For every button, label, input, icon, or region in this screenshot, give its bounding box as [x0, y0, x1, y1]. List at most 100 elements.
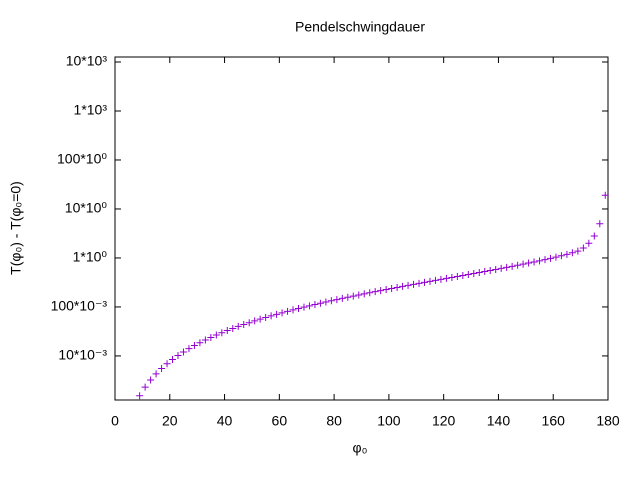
y-axis-label: T(φ₀) - T(φ₀=0) [8, 181, 24, 275]
data-point [519, 260, 527, 268]
data-point [442, 274, 450, 282]
x-tick-label: 100 [377, 413, 401, 429]
data-point [590, 232, 598, 240]
data-point [327, 297, 335, 305]
data-point [311, 301, 319, 309]
data-point [141, 383, 149, 391]
data-point [240, 321, 248, 329]
data-point [136, 392, 144, 400]
data-point [333, 296, 341, 304]
chart-title: Pendelschwingdauer [295, 19, 425, 35]
data-point [349, 292, 357, 300]
data-point [316, 299, 324, 307]
data-point [262, 314, 270, 322]
data-point [388, 284, 396, 292]
data-point [251, 317, 259, 325]
data-point [300, 303, 308, 311]
data-point [470, 269, 478, 277]
data-point [207, 333, 215, 341]
data-point [273, 310, 281, 318]
y-tick-label: 1*10³ [74, 102, 108, 118]
data-point [536, 257, 544, 265]
x-tick-label: 120 [432, 413, 456, 429]
data-point [399, 282, 407, 290]
y-tick-label: 100*10⁻³ [51, 298, 108, 314]
data-point [437, 275, 445, 283]
data-point [459, 271, 467, 279]
x-axis-label: φ₀ [353, 440, 368, 456]
x-tick-label: 0 [111, 413, 119, 429]
data-point [525, 259, 533, 267]
data-point [541, 256, 549, 264]
data-point [212, 331, 220, 339]
data-point [563, 250, 571, 258]
data-point [448, 273, 456, 281]
data-point [508, 262, 516, 270]
data-point [360, 290, 368, 298]
data-point [284, 307, 292, 315]
x-tick-label: 140 [487, 413, 511, 429]
data-point [218, 329, 226, 337]
data-point [426, 277, 434, 285]
x-tick-label: 160 [542, 413, 566, 429]
data-point [355, 291, 363, 299]
data-point [377, 287, 385, 295]
data-point [223, 327, 231, 335]
data-point [295, 305, 303, 313]
data-point [158, 365, 166, 373]
data-point [481, 267, 489, 275]
x-tick-label: 20 [162, 413, 178, 429]
data-point [169, 355, 177, 363]
data-point [415, 279, 423, 287]
y-tick-label: 10*10³ [66, 53, 108, 69]
data-point [497, 264, 505, 272]
data-point [201, 336, 209, 344]
x-tick-label: 80 [326, 413, 342, 429]
data-point [486, 266, 494, 274]
data-point [289, 306, 297, 314]
data-point [234, 322, 242, 330]
data-point [305, 302, 313, 310]
data-point [579, 244, 587, 252]
data-point [371, 288, 379, 296]
data-point [585, 239, 593, 247]
data-point [174, 352, 182, 360]
y-tick-label: 10*10⁰ [65, 200, 108, 216]
data-point [267, 312, 275, 320]
data-point [546, 254, 554, 262]
data-point [431, 276, 439, 284]
y-tick-label: 10*10⁻³ [58, 347, 107, 363]
data-point [503, 263, 511, 271]
data-point [410, 280, 418, 288]
data-point [475, 268, 483, 276]
data-point [404, 281, 412, 289]
data-point [179, 348, 187, 356]
x-tick-label: 60 [272, 413, 288, 429]
data-point [596, 220, 604, 228]
data-point [382, 286, 390, 294]
data-point [190, 342, 198, 350]
data-point [568, 249, 576, 257]
data-point [514, 261, 522, 269]
y-tick-label: 1*10⁰ [73, 249, 108, 265]
data-point [464, 270, 472, 278]
plot-frame [114, 56, 609, 401]
data-point [393, 283, 401, 291]
y-tick-label: 100*10⁰ [57, 151, 107, 167]
data-point [453, 272, 461, 280]
data-point [552, 253, 560, 261]
data-point [344, 293, 352, 301]
data-point [557, 252, 565, 260]
x-tick-label: 180 [596, 413, 620, 429]
data-point [152, 370, 160, 378]
data-point [163, 360, 171, 368]
x-tick-label: 40 [217, 413, 233, 429]
data-point [601, 191, 609, 199]
data-point [420, 278, 428, 286]
data-point [492, 265, 500, 273]
data-point [245, 319, 253, 327]
data-point [185, 345, 193, 353]
